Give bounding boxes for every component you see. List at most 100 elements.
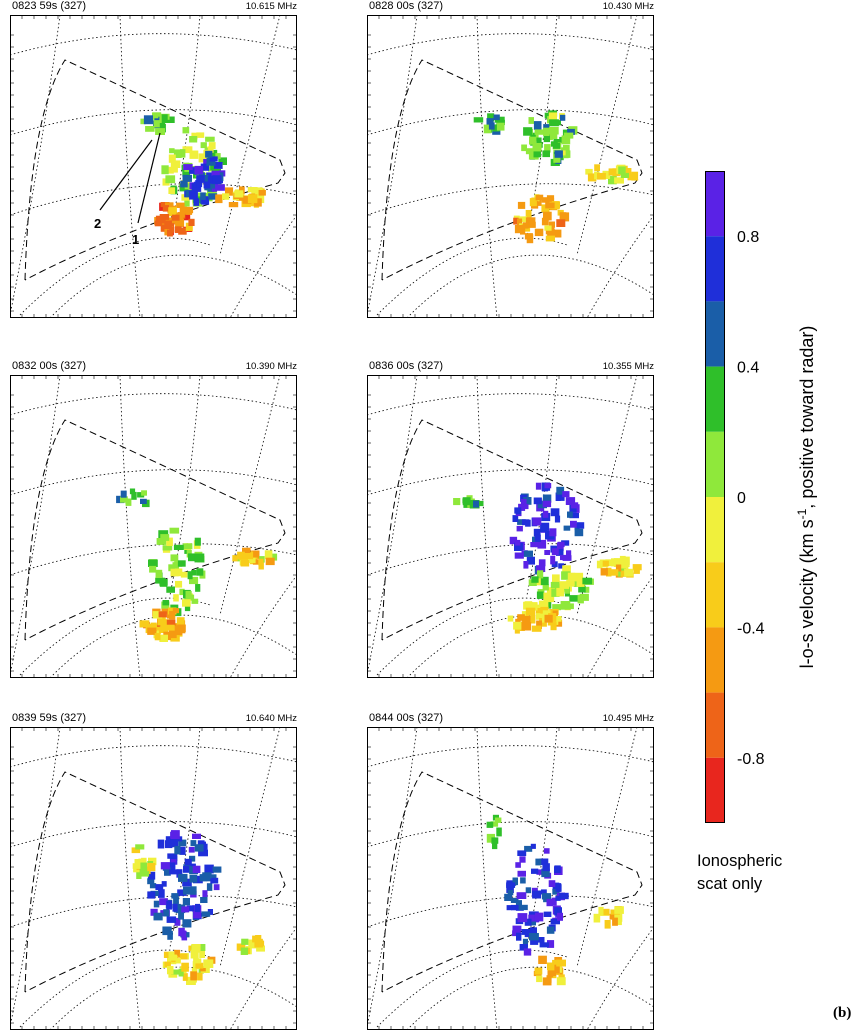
- velocity-cell: [215, 194, 223, 204]
- velocity-cell: [166, 586, 175, 593]
- footnote-line-2: scat only: [697, 875, 763, 893]
- velocity-cell: [522, 222, 529, 229]
- velocity-cell: [193, 198, 200, 206]
- panel-header: 0844 00s (327) 10.495 MHz: [369, 712, 654, 726]
- velocity-cell: [198, 849, 208, 857]
- velocity-cell: [241, 938, 249, 945]
- colorbar-tick-label: 0: [737, 490, 746, 507]
- velocity-cell: [536, 137, 542, 146]
- velocity-cell: [153, 912, 163, 921]
- velocity-cell: [147, 863, 156, 872]
- velocity-cell: [533, 149, 542, 158]
- velocity-cell: [157, 839, 165, 849]
- velocity-cell: [131, 491, 137, 500]
- panel-time: 0823 59s (327): [12, 0, 86, 12]
- velocity-cell: [200, 142, 207, 149]
- velocity-cell: [194, 553, 205, 563]
- velocity-cell: [531, 868, 539, 874]
- velocity-cell: [541, 197, 548, 203]
- velocity-cell: [155, 569, 163, 578]
- velocity-cell: [211, 170, 220, 179]
- velocity-cell: [182, 543, 193, 550]
- velocity-cell: [536, 608, 545, 614]
- velocity-cell: [473, 500, 479, 508]
- panel-frequency: 10.355 MHz: [602, 361, 654, 372]
- velocity-cell: [462, 497, 471, 506]
- velocity-cell: [553, 619, 559, 625]
- colorbar-segment: [705, 757, 725, 823]
- velocity-cell: [169, 148, 175, 154]
- velocity-cell: [531, 625, 542, 632]
- velocity-cell: [529, 198, 537, 207]
- colorbar-segment: [705, 562, 725, 628]
- velocity-cell: [537, 570, 544, 579]
- velocity-cell: [190, 949, 199, 959]
- velocity-cell: [523, 561, 529, 569]
- velocity-cell: [210, 877, 219, 884]
- radar-map: [367, 727, 654, 1030]
- velocity-cell: [550, 622, 557, 631]
- velocity-cell: [179, 206, 187, 214]
- scan-panel: 0839 59s (327) 10.640 MHz: [10, 712, 297, 1030]
- velocity-cell: [544, 483, 552, 489]
- velocity-cell: [188, 846, 195, 853]
- velocity-cell: [165, 202, 174, 208]
- velocity-cell: [256, 945, 265, 952]
- velocity-cell: [190, 886, 197, 895]
- velocity-cell: [582, 577, 592, 585]
- velocity-cell: [175, 958, 181, 964]
- velocity-cell: [492, 840, 498, 850]
- velocity-cell: [542, 150, 550, 158]
- velocity-cell: [558, 974, 565, 980]
- velocity-cell: [517, 519, 526, 525]
- velocity-cell: [542, 610, 551, 619]
- velocity-cell: [487, 113, 495, 122]
- velocity-cell: [538, 955, 547, 964]
- scan-panel: 0823 59s (327) 10.615 MHz 2 1: [10, 0, 297, 318]
- velocity-cell: [243, 551, 254, 560]
- velocity-cell: [453, 498, 461, 506]
- velocity-cell: [149, 883, 157, 889]
- velocity-cell: [159, 898, 168, 906]
- velocity-cell: [534, 912, 544, 922]
- velocity-cell: [556, 219, 566, 227]
- velocity-cell: [517, 850, 527, 856]
- velocity-cell: [171, 214, 180, 221]
- velocity-cell: [170, 831, 177, 839]
- velocity-cell: [554, 907, 562, 916]
- velocity-cell: [528, 117, 534, 124]
- velocity-cell: [140, 498, 147, 504]
- velocity-cell: [557, 541, 565, 548]
- panel-time: 0828 00s (327): [369, 0, 443, 12]
- velocity-cell: [175, 904, 186, 914]
- velocity-cell: [618, 166, 626, 174]
- velocity-cell: [518, 503, 526, 511]
- velocity-cell: [165, 175, 176, 184]
- velocity-cell: [234, 190, 244, 198]
- velocity-cell: [549, 528, 557, 537]
- velocity-cell: [562, 491, 570, 498]
- velocity-cell: [509, 536, 518, 545]
- colorbar-segment: [705, 236, 725, 302]
- velocity-cell: [183, 866, 192, 873]
- velocity-cell: [182, 599, 191, 607]
- velocity-cell: [161, 165, 169, 175]
- velocity-cell: [199, 843, 208, 850]
- velocity-cell: [201, 196, 209, 205]
- velocity-cell: [129, 488, 136, 495]
- velocity-cell: [207, 909, 213, 915]
- colorbar-axis-label: l-o-s velocity (km s-1, positive toward …: [795, 326, 817, 669]
- velocity-cell: [552, 959, 560, 968]
- velocity-cell: [200, 897, 208, 903]
- velocity-cell: [553, 142, 561, 149]
- velocity-cell: [560, 601, 571, 610]
- velocity-cell: [247, 187, 258, 193]
- velocity-cell: [577, 594, 584, 604]
- velocity-cell: [516, 525, 523, 532]
- panel-frequency: 10.615 MHz: [245, 1, 297, 12]
- velocity-cell: [208, 142, 216, 149]
- panel-time: 0832 00s (327): [12, 360, 86, 372]
- velocity-cell: [597, 172, 606, 180]
- velocity-cell: [173, 594, 179, 602]
- velocity-cell: [561, 540, 570, 546]
